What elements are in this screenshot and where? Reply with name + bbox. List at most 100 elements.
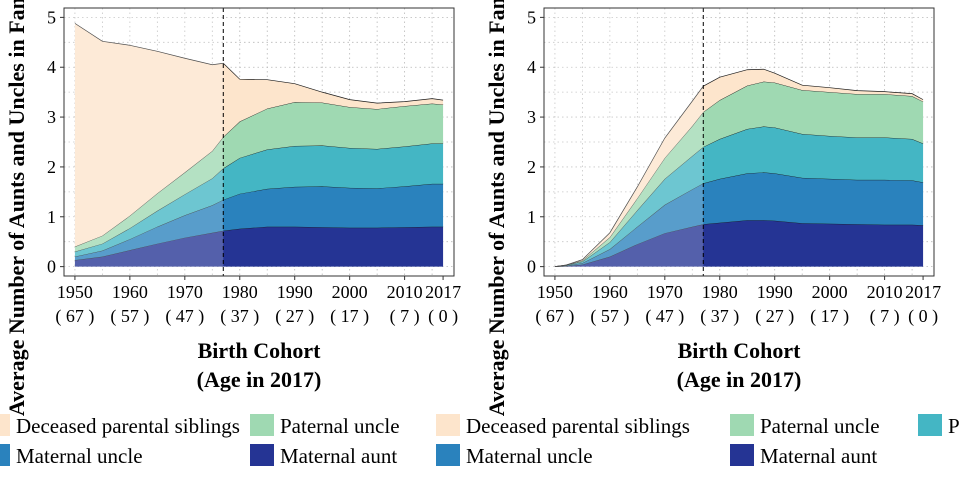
x-tick-label: 1970	[647, 282, 683, 302]
y-tick-label: 1	[527, 207, 536, 227]
legend-item: Deceased parental siblings	[0, 414, 240, 438]
x-tick-age-label: ( 7 )	[870, 306, 900, 327]
area-outline-deceased-parental-siblings	[74, 23, 444, 104]
legend-swatch	[0, 444, 10, 466]
x-tick-label: 2017	[905, 282, 941, 302]
y-tick-label: 5	[527, 7, 536, 27]
area-paternal-uncle	[74, 102, 444, 252]
x-tick-label: 1950	[537, 282, 573, 302]
chart-panel-2: 0 1 2 3 4 5 1950 ( 67 ) 1960 ( 57 ) 1970 ( 47 ) 1980…	[484, 0, 941, 416]
x-tick-age-label: ( 27 )	[275, 306, 314, 327]
x-tick-age-label: ( 47 )	[165, 306, 204, 327]
shaded-region	[544, 8, 704, 276]
shaded-region	[64, 8, 224, 276]
y-axis: 0 1 2 3 4 5	[527, 7, 544, 277]
x-axis: 1950 ( 67 ) 1960 ( 57 ) 1970 ( 47 ) 1980 ( 37 )…	[535, 276, 941, 327]
legend-swatch	[436, 444, 460, 466]
legend-swatch	[730, 444, 754, 466]
legend-swatch	[250, 414, 274, 436]
x-tick-age-label: ( 67 )	[55, 306, 94, 327]
area-layers	[74, 23, 444, 267]
legend-swatch	[250, 444, 274, 466]
x-tick-label: 1980	[222, 282, 258, 302]
legend-item: Maternal aunt	[250, 444, 397, 468]
x-axis-title: Birth Cohort	[198, 338, 322, 363]
x-tick-label: 1970	[167, 282, 203, 302]
y-tick-label: 0	[527, 257, 536, 277]
area-maternal-aunt	[74, 226, 444, 267]
legend-label: Pa	[948, 414, 960, 438]
x-tick-age-label: ( 57 )	[590, 306, 629, 327]
y-tick-label: 5	[47, 7, 56, 27]
y-tick-label: 3	[47, 107, 56, 127]
legend-item: Paternal uncle	[250, 414, 400, 438]
x-tick-age-label: ( 47 )	[645, 306, 684, 327]
area-maternal-uncle	[74, 183, 444, 261]
legend-swatch	[436, 414, 460, 436]
legend-label: Deceased parental siblings	[466, 414, 690, 438]
x-axis: 1950 ( 67 ) 1960 ( 57 ) 1970 ( 47 ) 1980 ( 37 )…	[55, 276, 461, 327]
x-axis-subtitle: (Age in 2017)	[677, 367, 802, 392]
y-tick-label: 2	[47, 157, 56, 177]
x-axis-subtitle: (Age in 2017)	[197, 367, 322, 392]
y-axis-title: Average Number of Aunts and Uncles in Fa…	[484, 0, 509, 416]
area-maternal-aunt	[554, 220, 924, 267]
x-tick-age-label: ( 37 )	[700, 306, 739, 327]
legend: Deceased parental siblings Paternal uncle…	[0, 414, 960, 468]
y-tick-label: 3	[527, 107, 536, 127]
x-tick-age-label: ( 17 )	[330, 306, 369, 327]
area-layers	[554, 68, 924, 267]
legend-label: Maternal aunt	[280, 444, 397, 468]
legend-label: Deceased parental siblings	[16, 414, 240, 438]
legend-item: Maternal uncle	[436, 444, 593, 468]
legend-item: Maternal uncle	[0, 444, 143, 468]
x-tick-label: 2010	[867, 282, 903, 302]
area-maternal-uncle	[554, 172, 924, 267]
plot-frame	[63, 7, 455, 277]
x-tick-age-label: ( 67 )	[535, 306, 574, 327]
legend-label: Paternal uncle	[280, 414, 400, 438]
legend-swatch	[730, 414, 754, 436]
legend-item: Pa	[918, 414, 960, 438]
legend-label: Maternal uncle	[16, 444, 143, 468]
legend-swatch	[0, 414, 10, 436]
x-axis-title: Birth Cohort	[678, 338, 802, 363]
y-axis-title: Average Number of Aunts and Uncles in Fa…	[4, 0, 29, 416]
y-tick-label: 2	[527, 157, 536, 177]
area-paternal-aunt	[554, 126, 924, 267]
x-tick-label: 1960	[592, 282, 628, 302]
area-deceased-parental-siblings	[74, 23, 444, 247]
x-tick-label: 1950	[57, 282, 93, 302]
plot-frame	[543, 7, 935, 277]
y-tick-label: 4	[527, 57, 536, 77]
x-tick-label: 2000	[332, 282, 368, 302]
x-tick-age-label: ( 0 )	[908, 306, 938, 327]
x-tick-age-label: ( 0 )	[428, 306, 458, 327]
x-tick-age-label: ( 27 )	[755, 306, 794, 327]
legend-label: Maternal uncle	[466, 444, 593, 468]
legend-item: Paternal uncle	[730, 414, 880, 438]
x-tick-label: 2000	[812, 282, 848, 302]
x-tick-age-label: ( 7 )	[390, 306, 420, 327]
y-tick-label: 0	[47, 257, 56, 277]
area-paternal-uncle	[554, 81, 924, 267]
legend-item: Deceased parental siblings	[436, 414, 690, 438]
legend-swatch	[918, 414, 942, 436]
x-tick-label: 2010	[387, 282, 423, 302]
legend-label: Paternal uncle	[760, 414, 880, 438]
chart-panel-1: 0 1 2 3 4 5 1950 ( 67 ) 1960 ( 57 ) 1970 ( 47 ) 1980…	[4, 0, 461, 416]
legend-item: Maternal aunt	[730, 444, 877, 468]
area-outline-deceased-parental-siblings	[554, 68, 924, 267]
legend-label: Maternal aunt	[760, 444, 877, 468]
x-tick-label: 2017	[425, 282, 461, 302]
x-tick-label: 1960	[112, 282, 148, 302]
y-tick-label: 1	[47, 207, 56, 227]
x-tick-age-label: ( 17 )	[810, 306, 849, 327]
x-tick-label: 1990	[277, 282, 313, 302]
area-paternal-aunt	[74, 143, 444, 257]
x-tick-label: 1990	[757, 282, 793, 302]
x-tick-age-label: ( 57 )	[110, 306, 149, 327]
x-tick-label: 1980	[702, 282, 738, 302]
